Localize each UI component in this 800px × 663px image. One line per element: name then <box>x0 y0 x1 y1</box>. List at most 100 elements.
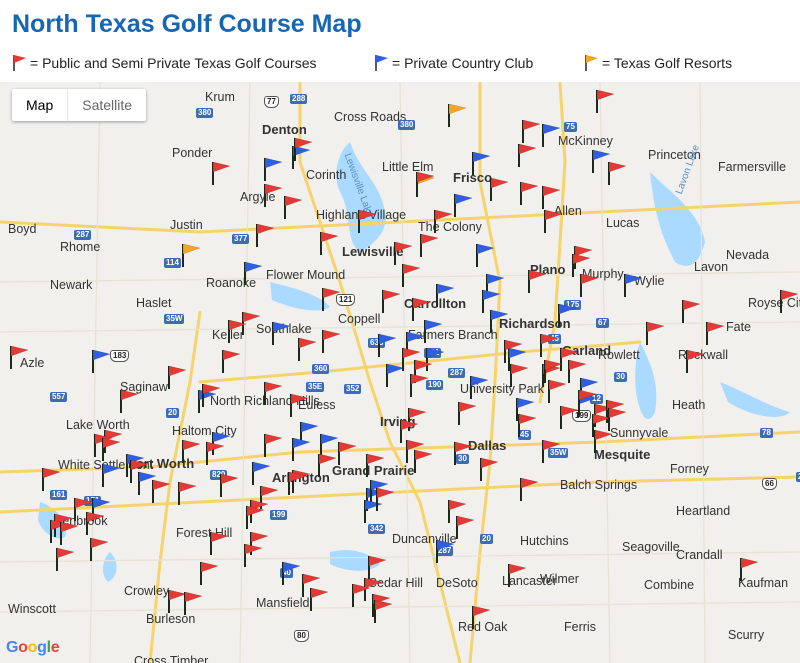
public-course-flag[interactable] <box>516 412 538 438</box>
private-course-flag[interactable] <box>270 320 292 346</box>
public-course-flag[interactable] <box>592 428 614 454</box>
private-course-flag[interactable] <box>262 156 284 182</box>
public-course-flag[interactable] <box>518 476 540 502</box>
private-course-flag[interactable] <box>280 560 302 586</box>
public-course-flag[interactable] <box>220 348 242 374</box>
public-course-flag[interactable] <box>412 448 434 474</box>
public-course-flag[interactable] <box>542 358 564 384</box>
resort-course-flag[interactable] <box>180 242 202 268</box>
private-course-flag[interactable] <box>136 470 158 496</box>
public-course-flag[interactable] <box>566 358 588 384</box>
public-course-flag[interactable] <box>400 262 422 288</box>
public-course-flag[interactable] <box>540 438 562 464</box>
private-course-flag[interactable] <box>434 282 456 308</box>
public-course-flag[interactable] <box>392 240 414 266</box>
private-course-flag[interactable] <box>100 462 122 488</box>
resort-course-flag[interactable] <box>446 102 468 128</box>
public-course-flag[interactable] <box>318 230 340 256</box>
public-course-flag[interactable] <box>518 180 540 206</box>
public-course-flag[interactable] <box>594 88 616 114</box>
public-course-flag[interactable] <box>526 268 548 294</box>
public-course-flag[interactable] <box>254 222 276 248</box>
public-course-flag[interactable] <box>520 118 542 144</box>
public-course-flag[interactable] <box>470 604 492 630</box>
public-course-flag[interactable] <box>558 404 580 430</box>
private-course-flag[interactable] <box>318 432 340 458</box>
public-course-flag[interactable] <box>478 456 500 482</box>
public-course-flag[interactable] <box>308 586 330 612</box>
private-course-flag[interactable] <box>368 478 390 504</box>
public-course-flag[interactable] <box>72 496 94 522</box>
public-course-flag[interactable] <box>538 332 560 358</box>
private-course-flag[interactable] <box>540 122 562 148</box>
public-course-flag[interactable] <box>508 362 530 388</box>
private-course-flag[interactable] <box>506 346 528 372</box>
public-course-flag[interactable] <box>204 440 226 466</box>
public-course-flag[interactable] <box>540 184 562 210</box>
public-course-flag[interactable] <box>350 582 372 608</box>
public-course-flag[interactable] <box>244 504 266 530</box>
public-course-flag[interactable] <box>558 346 580 372</box>
public-course-flag[interactable] <box>516 142 538 168</box>
private-course-flag[interactable] <box>480 288 502 314</box>
public-course-flag[interactable] <box>282 194 304 220</box>
private-course-flag[interactable] <box>90 348 112 374</box>
public-course-flag[interactable] <box>84 510 106 536</box>
public-course-flag[interactable] <box>182 590 204 616</box>
private-course-flag[interactable] <box>468 374 490 400</box>
public-course-flag[interactable] <box>432 208 454 234</box>
public-course-flag[interactable] <box>456 400 478 426</box>
public-course-flag[interactable] <box>166 588 188 614</box>
private-course-flag[interactable] <box>376 332 398 358</box>
public-course-flag[interactable] <box>606 406 628 432</box>
public-course-flag[interactable] <box>704 320 726 346</box>
public-course-flag[interactable] <box>88 536 110 562</box>
public-course-flag[interactable] <box>408 372 430 398</box>
public-course-flag[interactable] <box>288 392 310 418</box>
public-course-flag[interactable] <box>356 208 378 234</box>
map-canvas[interactable]: Fort WorthArlingtonDallasIrvingGrand Pra… <box>0 82 800 663</box>
public-course-flag[interactable] <box>226 318 248 344</box>
private-course-flag[interactable] <box>290 436 312 462</box>
public-course-flag[interactable] <box>118 388 140 414</box>
public-course-flag[interactable] <box>242 542 264 568</box>
public-course-flag[interactable] <box>778 288 800 314</box>
public-course-flag[interactable] <box>150 478 172 504</box>
public-course-flag[interactable] <box>488 176 510 202</box>
private-course-flag[interactable] <box>488 308 510 334</box>
public-course-flag[interactable] <box>208 530 230 556</box>
public-course-flag[interactable] <box>54 546 76 572</box>
public-course-flag[interactable] <box>380 288 402 314</box>
private-course-flag[interactable] <box>622 272 644 298</box>
public-course-flag[interactable] <box>414 170 436 196</box>
private-course-flag[interactable] <box>556 302 578 328</box>
private-course-flag[interactable] <box>290 144 312 170</box>
public-course-flag[interactable] <box>372 598 394 624</box>
public-course-flag[interactable] <box>684 348 706 374</box>
public-course-flag[interactable] <box>644 320 666 346</box>
public-course-flag[interactable] <box>296 336 318 362</box>
public-course-flag[interactable] <box>604 398 626 424</box>
public-course-flag[interactable] <box>400 346 422 372</box>
public-course-flag[interactable] <box>316 452 338 478</box>
public-course-flag[interactable] <box>292 136 314 162</box>
public-course-flag[interactable] <box>210 160 232 186</box>
public-course-flag[interactable] <box>454 514 476 540</box>
public-course-flag[interactable] <box>180 438 202 464</box>
public-course-flag[interactable] <box>506 562 528 588</box>
private-course-flag[interactable] <box>590 148 612 174</box>
public-course-flag[interactable] <box>366 554 388 580</box>
public-course-flag[interactable] <box>364 452 386 478</box>
private-course-flag[interactable] <box>514 396 536 422</box>
public-course-flag[interactable] <box>452 440 474 466</box>
private-course-flag[interactable] <box>384 362 406 388</box>
public-course-flag[interactable] <box>502 338 524 364</box>
public-course-flag[interactable] <box>100 436 122 462</box>
public-course-flag[interactable] <box>128 458 150 484</box>
public-course-flag[interactable] <box>576 388 598 414</box>
public-course-flag[interactable] <box>8 344 30 370</box>
public-course-flag[interactable] <box>58 520 80 546</box>
public-course-flag[interactable] <box>48 518 70 544</box>
map-type-satellite-button[interactable]: Satellite <box>67 89 146 121</box>
public-course-flag[interactable] <box>262 182 284 208</box>
